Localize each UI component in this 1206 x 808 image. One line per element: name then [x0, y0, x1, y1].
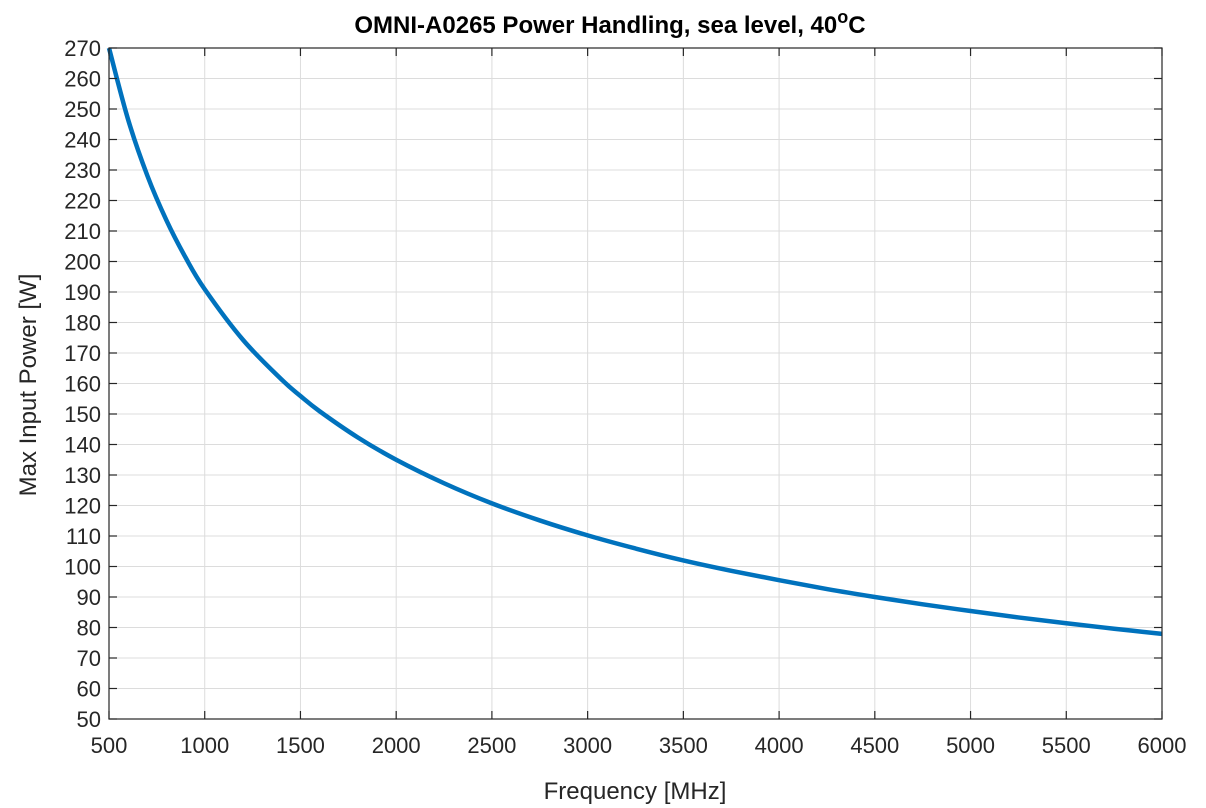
y-tick-label: 80 [77, 616, 101, 641]
x-tick-label: 4000 [755, 733, 804, 758]
y-tick-label: 240 [64, 128, 101, 153]
y-tick-label: 130 [64, 463, 101, 488]
x-tick-label: 6000 [1138, 733, 1187, 758]
y-tick-label: 140 [64, 433, 101, 458]
y-tick-label: 200 [64, 250, 101, 275]
y-tick-label: 180 [64, 311, 101, 336]
y-tick-label: 270 [64, 36, 101, 61]
y-tick-label: 230 [64, 158, 101, 183]
y-tick-label: 120 [64, 494, 101, 519]
x-axis-label: Frequency [MHz] [544, 778, 727, 805]
chart-title-suffix: C [848, 12, 865, 39]
y-tick-label: 90 [77, 585, 101, 610]
y-tick-label: 50 [77, 707, 101, 732]
y-tick-label: 150 [64, 402, 101, 427]
grid [108, 47, 1163, 720]
y-tick-label: 60 [77, 677, 101, 702]
series-line-power [106, 47, 1163, 637]
x-tick-label: 4500 [850, 733, 899, 758]
y-tick-label: 100 [64, 555, 101, 580]
x-tick-label: 500 [91, 733, 128, 758]
y-tick-label: 160 [64, 372, 101, 397]
x-tick-label: 3000 [563, 733, 612, 758]
chart-title: OMNI-A0265 Power Handling, sea level, 40… [354, 7, 865, 39]
tick-labels: 500 1000 1500 2000 2500 3000 3500 4000 4500 5000 5… [64, 36, 1186, 758]
y-tick-label: 70 [77, 646, 101, 671]
y-tick-label: 210 [64, 219, 101, 244]
x-tick-label: 1000 [180, 733, 229, 758]
series-layer [106, 47, 1163, 637]
axes [108, 47, 1163, 720]
x-tick-label: 5500 [1042, 733, 1091, 758]
y-axis-label: Max Input Power [W] [15, 274, 42, 497]
x-tick-label: 2500 [467, 733, 516, 758]
x-tick-label: 2000 [372, 733, 421, 758]
y-tick-label: 110 [66, 524, 101, 549]
x-tick-label: 3500 [659, 733, 708, 758]
chart-title-superscript: o [837, 7, 848, 27]
y-tick-label: 190 [64, 280, 101, 305]
y-tick-label: 260 [64, 67, 101, 92]
x-tick-label: 1500 [276, 733, 325, 758]
chart-title-main: OMNI-A0265 Power Handling, sea level, 40 [354, 12, 837, 39]
y-tick-label: 170 [64, 341, 101, 366]
x-tick-label: 5000 [946, 733, 995, 758]
y-tick-label: 250 [64, 97, 101, 122]
y-tick-label: 220 [64, 189, 101, 214]
